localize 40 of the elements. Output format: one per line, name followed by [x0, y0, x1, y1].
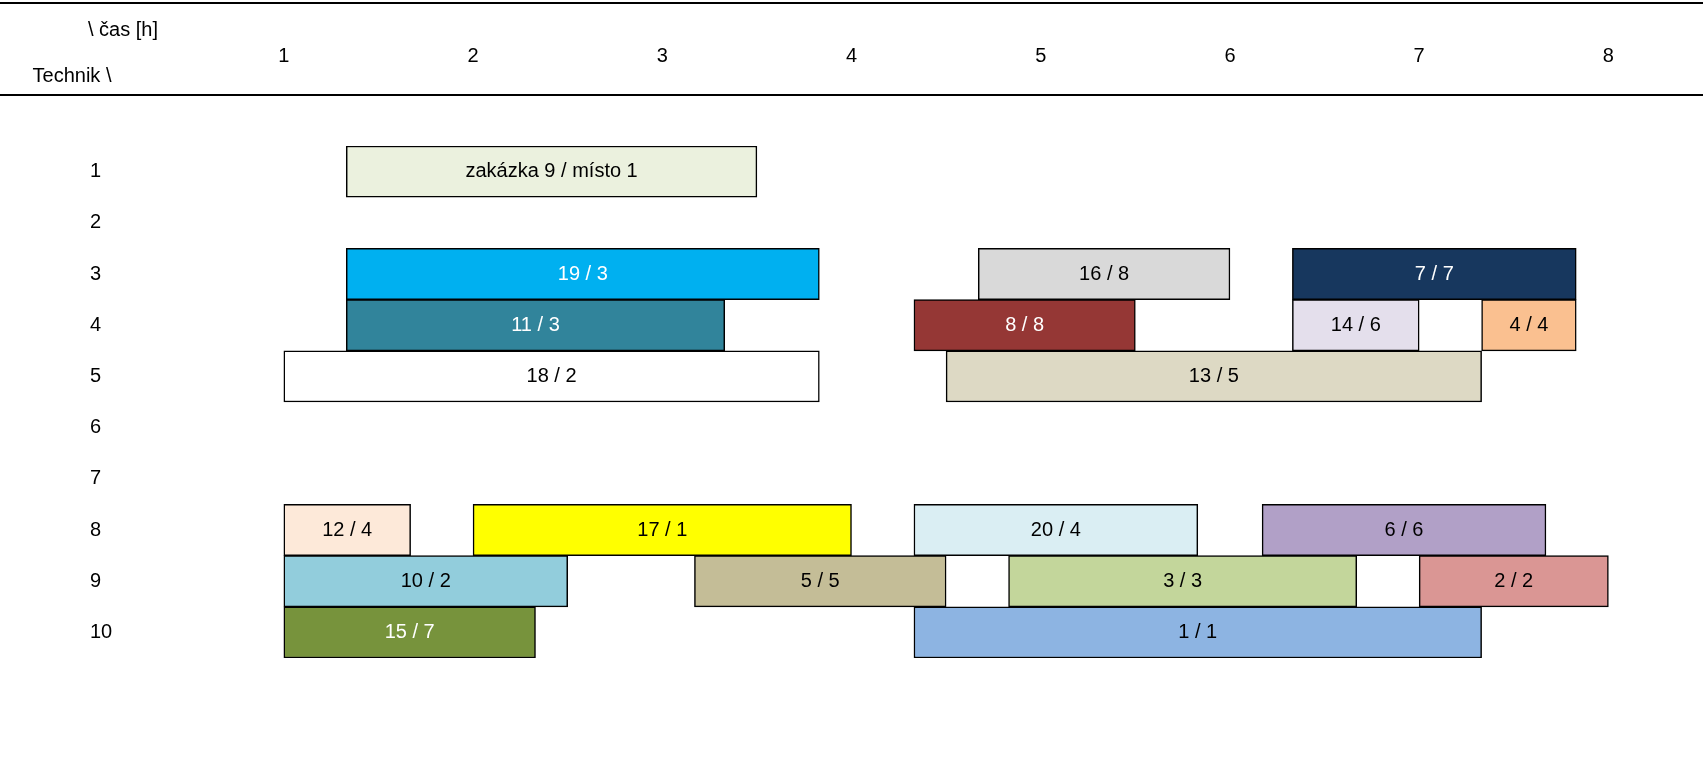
series-label: 4 / 4 — [1509, 312, 1549, 335]
series-label: 17 / 1 — [637, 517, 688, 540]
x-tick-label: 2 — [467, 43, 479, 66]
x-tick-label: 4 — [845, 43, 858, 66]
y-tick-label: 5 — [90, 363, 102, 386]
series-label: 5 / 5 — [800, 568, 840, 591]
series-label: 16 / 8 — [1079, 261, 1130, 284]
x-tick-label: 6 — [1224, 43, 1236, 66]
series-label: 2 / 2 — [1494, 568, 1534, 591]
series-label: 15 / 7 — [384, 619, 435, 642]
x-tick-label: 5 — [1035, 43, 1047, 66]
y-tick-label: 8 — [90, 517, 102, 540]
series-label: 14 / 6 — [1330, 312, 1381, 335]
series-label: 12 / 4 — [322, 517, 373, 540]
x-tick-label: 1 — [278, 43, 290, 66]
x-axis-title: \ čas [h] — [87, 17, 159, 40]
x-tick-label: 3 — [656, 43, 668, 66]
series-label: 6 / 6 — [1384, 517, 1424, 540]
y-tick-label: 3 — [90, 261, 102, 284]
y-tick-label: 7 — [90, 466, 102, 489]
series-label: 20 / 4 — [1030, 517, 1081, 540]
series-label: 10 / 2 — [400, 568, 451, 591]
series-label: 1 / 1 — [1178, 619, 1218, 642]
x-tick-label: 7 — [1413, 43, 1425, 66]
y-axis-title: Technik \ — [32, 63, 112, 86]
x-tick-label: 8 — [1602, 43, 1614, 66]
y-tick-label: 6 — [90, 415, 102, 438]
series-label: 18 / 2 — [526, 363, 577, 386]
series-label: 13 / 5 — [1188, 363, 1239, 386]
series-label: 7 / 7 — [1414, 261, 1454, 284]
y-tick-label: 9 — [90, 568, 102, 591]
y-tick-label: 10 — [90, 619, 113, 642]
series-label: zakázka 9 / místo 1 — [465, 159, 638, 182]
y-tick-label: 2 — [90, 210, 102, 233]
y-tick-label: 1 — [90, 159, 102, 182]
series-label: 8 / 8 — [1005, 312, 1045, 335]
y-tick-label: 4 — [90, 312, 102, 335]
series-label: 3 / 3 — [1163, 568, 1203, 591]
series-label: 19 / 3 — [557, 261, 608, 284]
series-label: 11 / 3 — [511, 312, 560, 335]
